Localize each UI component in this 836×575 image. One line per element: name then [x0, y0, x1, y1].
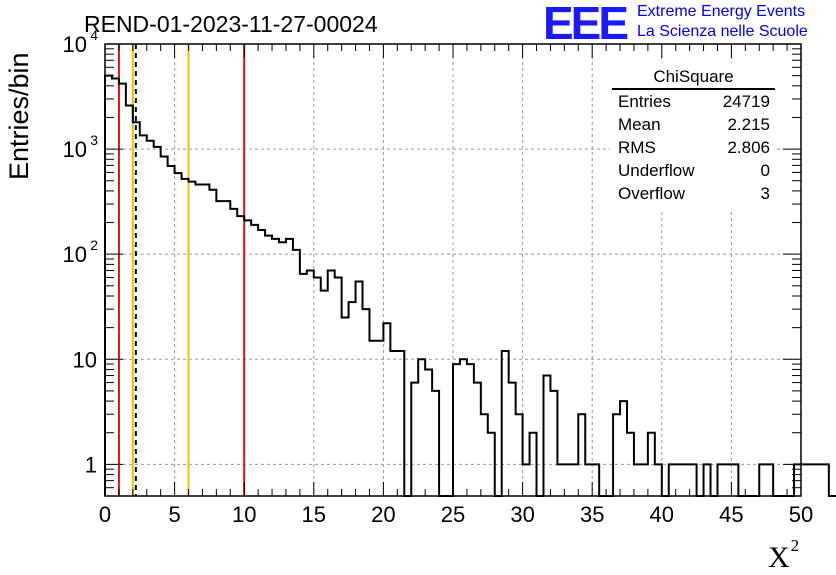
stat-value: 0 — [760, 161, 770, 180]
y-tick-exponent: 3 — [90, 132, 98, 148]
x-tick-label: 5 — [168, 502, 180, 527]
x-tick-label: 35 — [580, 502, 604, 527]
x-tick-label: 50 — [789, 502, 813, 527]
stat-label: Entries — [618, 92, 671, 111]
logo-line-1: Extreme Energy Events — [637, 3, 806, 20]
x-tick-labels: 0 5 10 15 20 25 30 35 40 45 50 — [99, 502, 813, 527]
logo-line-2: La Scienza nelle Scuole — [637, 23, 808, 40]
x-tick-label: 0 — [99, 502, 111, 527]
stat-label: RMS — [618, 138, 656, 157]
x-tick-label: 25 — [441, 502, 465, 527]
y-tick-exponent: 2 — [90, 237, 98, 253]
stat-row-entries: Entries 24719 — [618, 92, 770, 115]
stats-box: ChiSquare Entries 24719 Mean 2.215 RMS 2… — [610, 63, 777, 209]
y-tick-label: 10 — [63, 242, 87, 267]
stat-row-mean: Mean 2.215 — [618, 115, 770, 138]
stat-row-underflow: Underflow 0 — [618, 161, 770, 184]
x-tick-label: 15 — [302, 502, 326, 527]
y-tick-label: 1 — [85, 452, 97, 477]
y-tick-label: 10 — [63, 32, 87, 57]
stats-divider — [612, 88, 775, 90]
stat-value: 3 — [760, 184, 770, 203]
stat-value: 24719 — [722, 92, 770, 111]
axis-ticks — [104, 43, 802, 497]
histogram-step-line — [104, 74, 836, 497]
stat-label: Underflow — [618, 161, 695, 180]
stat-label: Mean — [618, 115, 661, 134]
x-axis-label: X2 — [768, 536, 799, 575]
stat-value: 2.806 — [727, 138, 770, 157]
x-axis-label-base: X — [768, 541, 790, 574]
x-tick-label: 20 — [371, 502, 395, 527]
y-tick-label: 10 — [63, 137, 87, 162]
stat-value: 2.215 — [727, 115, 770, 134]
y-tick-exponent: 4 — [90, 27, 98, 43]
stat-row-rms: RMS 2.806 — [618, 138, 770, 161]
x-tick-label: 40 — [650, 502, 674, 527]
y-tick-label: 10 — [73, 347, 97, 372]
x-tick-label: 30 — [510, 502, 534, 527]
x-axis-label-exponent: 2 — [790, 536, 800, 555]
stats-title: ChiSquare — [653, 67, 734, 86]
x-tick-label: 10 — [232, 502, 256, 527]
plot-title: REND-01-2023-11-27-00024 — [84, 11, 378, 37]
stat-label: Overflow — [618, 184, 686, 203]
eee-logo: EEE — [543, 0, 629, 49]
x-tick-label: 45 — [719, 502, 743, 527]
stat-row-overflow: Overflow 3 — [618, 184, 770, 207]
reference-lines — [117, 44, 246, 496]
